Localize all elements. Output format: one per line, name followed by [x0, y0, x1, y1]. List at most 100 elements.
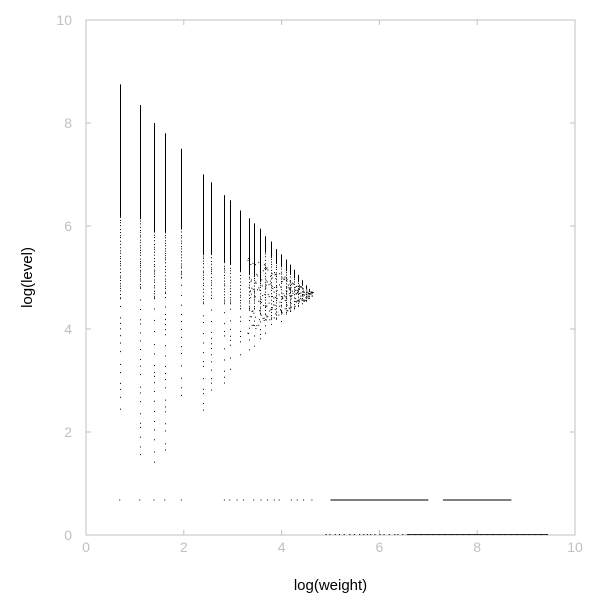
- data-point: [120, 263, 121, 265]
- data-point: [281, 313, 282, 315]
- data-point: [282, 296, 284, 298]
- data-point: [264, 293, 266, 295]
- data-point: [260, 281, 261, 283]
- data-point: [265, 313, 266, 315]
- data-point: [257, 275, 259, 277]
- data-point: [286, 293, 288, 295]
- data-point: [224, 262, 225, 264]
- data-point: [140, 249, 141, 251]
- data-point: [261, 279, 263, 281]
- data-point: [302, 290, 304, 292]
- data-point: [224, 331, 225, 333]
- data-point: [211, 378, 212, 380]
- data-point: [469, 534, 471, 535]
- data-point: [250, 293, 252, 295]
- data-point: [211, 309, 212, 311]
- data-point: [281, 312, 282, 314]
- data-point: [154, 264, 155, 266]
- data-point: [329, 534, 331, 535]
- data-point: [254, 308, 255, 310]
- data-point: [250, 316, 252, 318]
- data-point: [286, 313, 287, 315]
- data-point: [286, 298, 288, 300]
- data-point: [290, 281, 291, 283]
- data-point: [394, 534, 396, 535]
- data-point: [154, 410, 155, 412]
- data-point: [165, 318, 166, 320]
- data-point: [273, 317, 275, 319]
- data-point: [251, 287, 253, 289]
- data-point: [491, 534, 493, 535]
- data-point: [285, 277, 287, 279]
- data-point: [230, 290, 231, 292]
- data-point: [165, 306, 166, 308]
- y-axis-label: log(level): [19, 247, 36, 308]
- data-point: [140, 299, 141, 301]
- data-point: [304, 300, 306, 302]
- data-point: [284, 300, 286, 302]
- data-point: [298, 294, 299, 296]
- data-point: [286, 305, 287, 307]
- data-point: [306, 297, 307, 299]
- data-point: [298, 291, 299, 293]
- data-point: [294, 279, 295, 281]
- data-point: [290, 299, 291, 301]
- data-point: [224, 301, 225, 303]
- data-point: [276, 279, 277, 281]
- data-point: [140, 273, 141, 275]
- data-point: [224, 291, 225, 293]
- data-point: [254, 278, 255, 280]
- data-point: [230, 339, 231, 341]
- data-point: [249, 284, 250, 286]
- data-point: [240, 294, 241, 296]
- data-point: [140, 283, 141, 285]
- data-point: [203, 365, 204, 367]
- data-point: [154, 429, 155, 431]
- data-point: [165, 292, 166, 294]
- data-point: [309, 293, 310, 295]
- data-point: [249, 349, 250, 351]
- data-point: [260, 329, 261, 331]
- data-point: [271, 323, 272, 325]
- data-point: [384, 499, 386, 501]
- data-point: [165, 245, 166, 247]
- data-point: [203, 263, 204, 265]
- data-point: [230, 357, 231, 359]
- data-point: [303, 294, 305, 296]
- data-point: [230, 328, 231, 330]
- data-point: [302, 294, 303, 296]
- data-point: [248, 286, 250, 288]
- data-point: [379, 534, 381, 535]
- data-point: [240, 308, 241, 310]
- data-point: [165, 324, 166, 326]
- data-point: [298, 289, 299, 291]
- data-point: [271, 282, 272, 284]
- data-point: [224, 285, 225, 287]
- data-point: [181, 251, 182, 253]
- data-point: [265, 318, 267, 320]
- data-point: [254, 298, 255, 300]
- data-point: [224, 382, 225, 384]
- data-point: [273, 297, 275, 299]
- data-point: [211, 282, 212, 284]
- data-point: [286, 278, 288, 280]
- data-point: [154, 231, 155, 233]
- data-point: [271, 284, 272, 286]
- data-point: [140, 426, 141, 428]
- data-point: [140, 392, 141, 394]
- data-point: [254, 296, 255, 298]
- data-point: [249, 257, 251, 259]
- data-point: [301, 287, 303, 289]
- data-point: [380, 499, 382, 501]
- data-point: [165, 265, 166, 267]
- data-point: [154, 308, 155, 310]
- data-point: [284, 276, 286, 278]
- data-point: [427, 534, 429, 535]
- data-point: [343, 534, 345, 535]
- data-point: [345, 499, 347, 501]
- data-point: [211, 348, 212, 350]
- data-point: [262, 295, 264, 297]
- data-point: [423, 499, 425, 501]
- data-point: [240, 341, 241, 343]
- data-point: [499, 534, 501, 535]
